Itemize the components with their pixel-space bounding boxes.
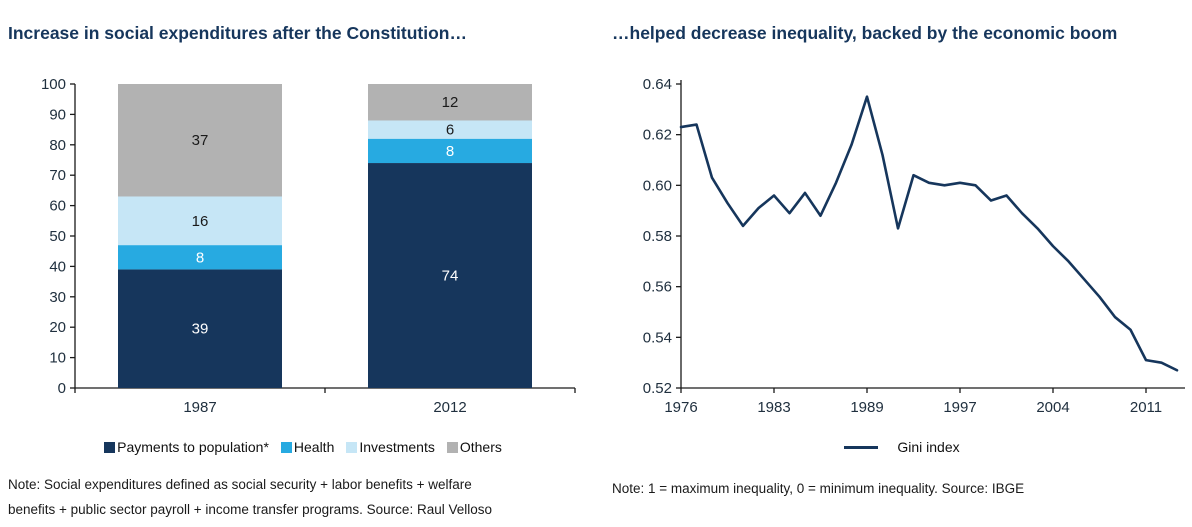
svg-text:10: 10	[49, 350, 66, 367]
left-chart-note: Note: Social expenditures defined as soc…	[8, 472, 598, 522]
svg-text:0.60: 0.60	[643, 177, 672, 194]
svg-text:1989: 1989	[850, 399, 883, 416]
svg-text:70: 70	[49, 167, 66, 184]
svg-text:0.54: 0.54	[643, 329, 672, 346]
legend-item: Others	[446, 439, 502, 455]
legend-marker-icon	[346, 441, 358, 453]
svg-text:6: 6	[446, 122, 454, 139]
svg-text:2011: 2011	[1130, 399, 1162, 416]
legend-item: Investments	[346, 439, 435, 455]
svg-text:8: 8	[446, 143, 454, 160]
svg-text:50: 50	[49, 228, 66, 245]
svg-text:16: 16	[192, 213, 209, 230]
legend-label: Health	[293, 439, 335, 455]
line-chart-legend: Gini index	[612, 438, 1192, 456]
left-panel: Increase in social expenditures after th…	[8, 23, 598, 522]
svg-text:1976: 1976	[664, 399, 697, 416]
svg-text:0.62: 0.62	[643, 127, 672, 144]
right-panel: …helped decrease inequality, backed by t…	[598, 0, 1192, 527]
svg-text:12: 12	[442, 94, 459, 111]
left-note-line-1: Note: Social expenditures defined as soc…	[8, 477, 472, 492]
svg-text:1987: 1987	[183, 399, 216, 416]
svg-text:0.58: 0.58	[643, 228, 672, 245]
svg-text:0.52: 0.52	[643, 380, 672, 397]
left-note-line-2: benefits + public sector payroll + incom…	[8, 502, 492, 517]
svg-text:40: 40	[49, 258, 66, 275]
gini-line-chart: 0.52 0.54 0.56 0.58 0.60 0.62 0.64 1976 1983 1989…	[643, 76, 1185, 416]
svg-text:0.64: 0.64	[643, 76, 672, 93]
gini-line-sample-icon	[844, 445, 879, 449]
svg-text:1997: 1997	[943, 399, 976, 416]
svg-text:2004: 2004	[1036, 399, 1069, 416]
stacked-bar-chart: 0 10 20 30 40 50 60 70 80 90 100 39 8 16 37 1987 74 8 6 12 2…	[41, 76, 576, 416]
right-chart-title: …helped decrease inequality, backed by t…	[612, 23, 1118, 43]
legend-item: Health	[280, 439, 335, 455]
gini-legend-label: Gini index	[897, 439, 960, 455]
left-chart-title: Increase in social expenditures after th…	[8, 23, 467, 43]
svg-text:30: 30	[49, 289, 66, 306]
legend-label: Investments	[359, 439, 435, 455]
svg-text:20: 20	[49, 319, 66, 336]
svg-text:37: 37	[192, 132, 209, 149]
legend-item: Payments to population*	[104, 439, 269, 455]
legend-marker-icon	[280, 441, 292, 453]
legend-label: Others	[459, 439, 502, 455]
svg-text:100: 100	[41, 76, 66, 93]
svg-text:8: 8	[196, 249, 204, 266]
svg-text:90: 90	[49, 106, 66, 123]
svg-text:60: 60	[49, 198, 66, 215]
svg-text:80: 80	[49, 137, 66, 154]
svg-text:0: 0	[58, 380, 66, 397]
svg-text:0.56: 0.56	[643, 279, 672, 296]
right-chart-note: Note: 1 = maximum inequality, 0 = minimu…	[612, 481, 1025, 496]
legend-label: Payments to population*	[117, 439, 269, 455]
svg-text:1983: 1983	[757, 399, 790, 416]
legend-marker-icon	[104, 441, 116, 453]
svg-text:39: 39	[192, 321, 209, 338]
svg-text:74: 74	[442, 268, 459, 285]
legend-marker-icon	[446, 441, 458, 453]
svg-text:2012: 2012	[433, 399, 466, 416]
bar-chart-legend: Payments to population* Health Investments…	[8, 438, 598, 456]
